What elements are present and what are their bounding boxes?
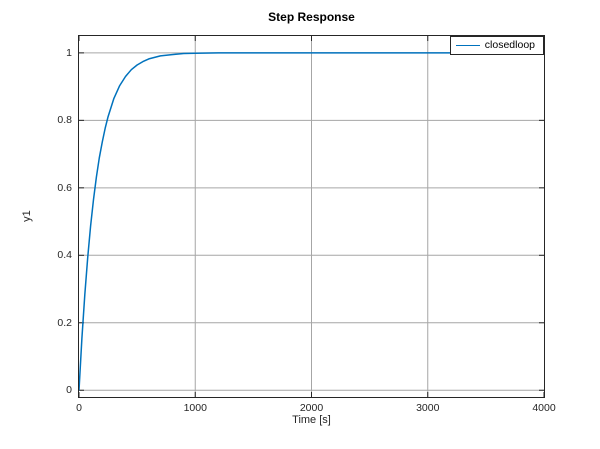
y-axis-label: y1 xyxy=(21,210,33,222)
plot-svg xyxy=(79,36,544,397)
plot-area: closedloop xyxy=(78,35,545,398)
y-tick-label: 0.4 xyxy=(57,249,72,262)
legend-line-sample xyxy=(455,45,480,46)
y-tick-label: 0.6 xyxy=(57,181,72,194)
series-closedloop xyxy=(79,52,544,391)
chart-title: Step Response xyxy=(268,10,355,24)
x-tick-label: 4000 xyxy=(532,402,556,414)
x-tick-label: 3000 xyxy=(416,402,440,414)
y-tick-label: 0 xyxy=(66,384,72,397)
y-tick-label: 0.2 xyxy=(57,316,72,329)
x-tick-label: 1000 xyxy=(183,402,207,414)
y-tick-label: 1 xyxy=(66,46,72,59)
legend-entry-label: closedloop xyxy=(484,39,535,51)
x-axis-label: Time [s] xyxy=(292,414,331,426)
x-tick-label: 2000 xyxy=(299,402,324,414)
y-tick-label: 0.8 xyxy=(57,114,72,127)
legend: closedloop xyxy=(449,36,544,55)
x-tick-label: 0 xyxy=(76,402,82,414)
